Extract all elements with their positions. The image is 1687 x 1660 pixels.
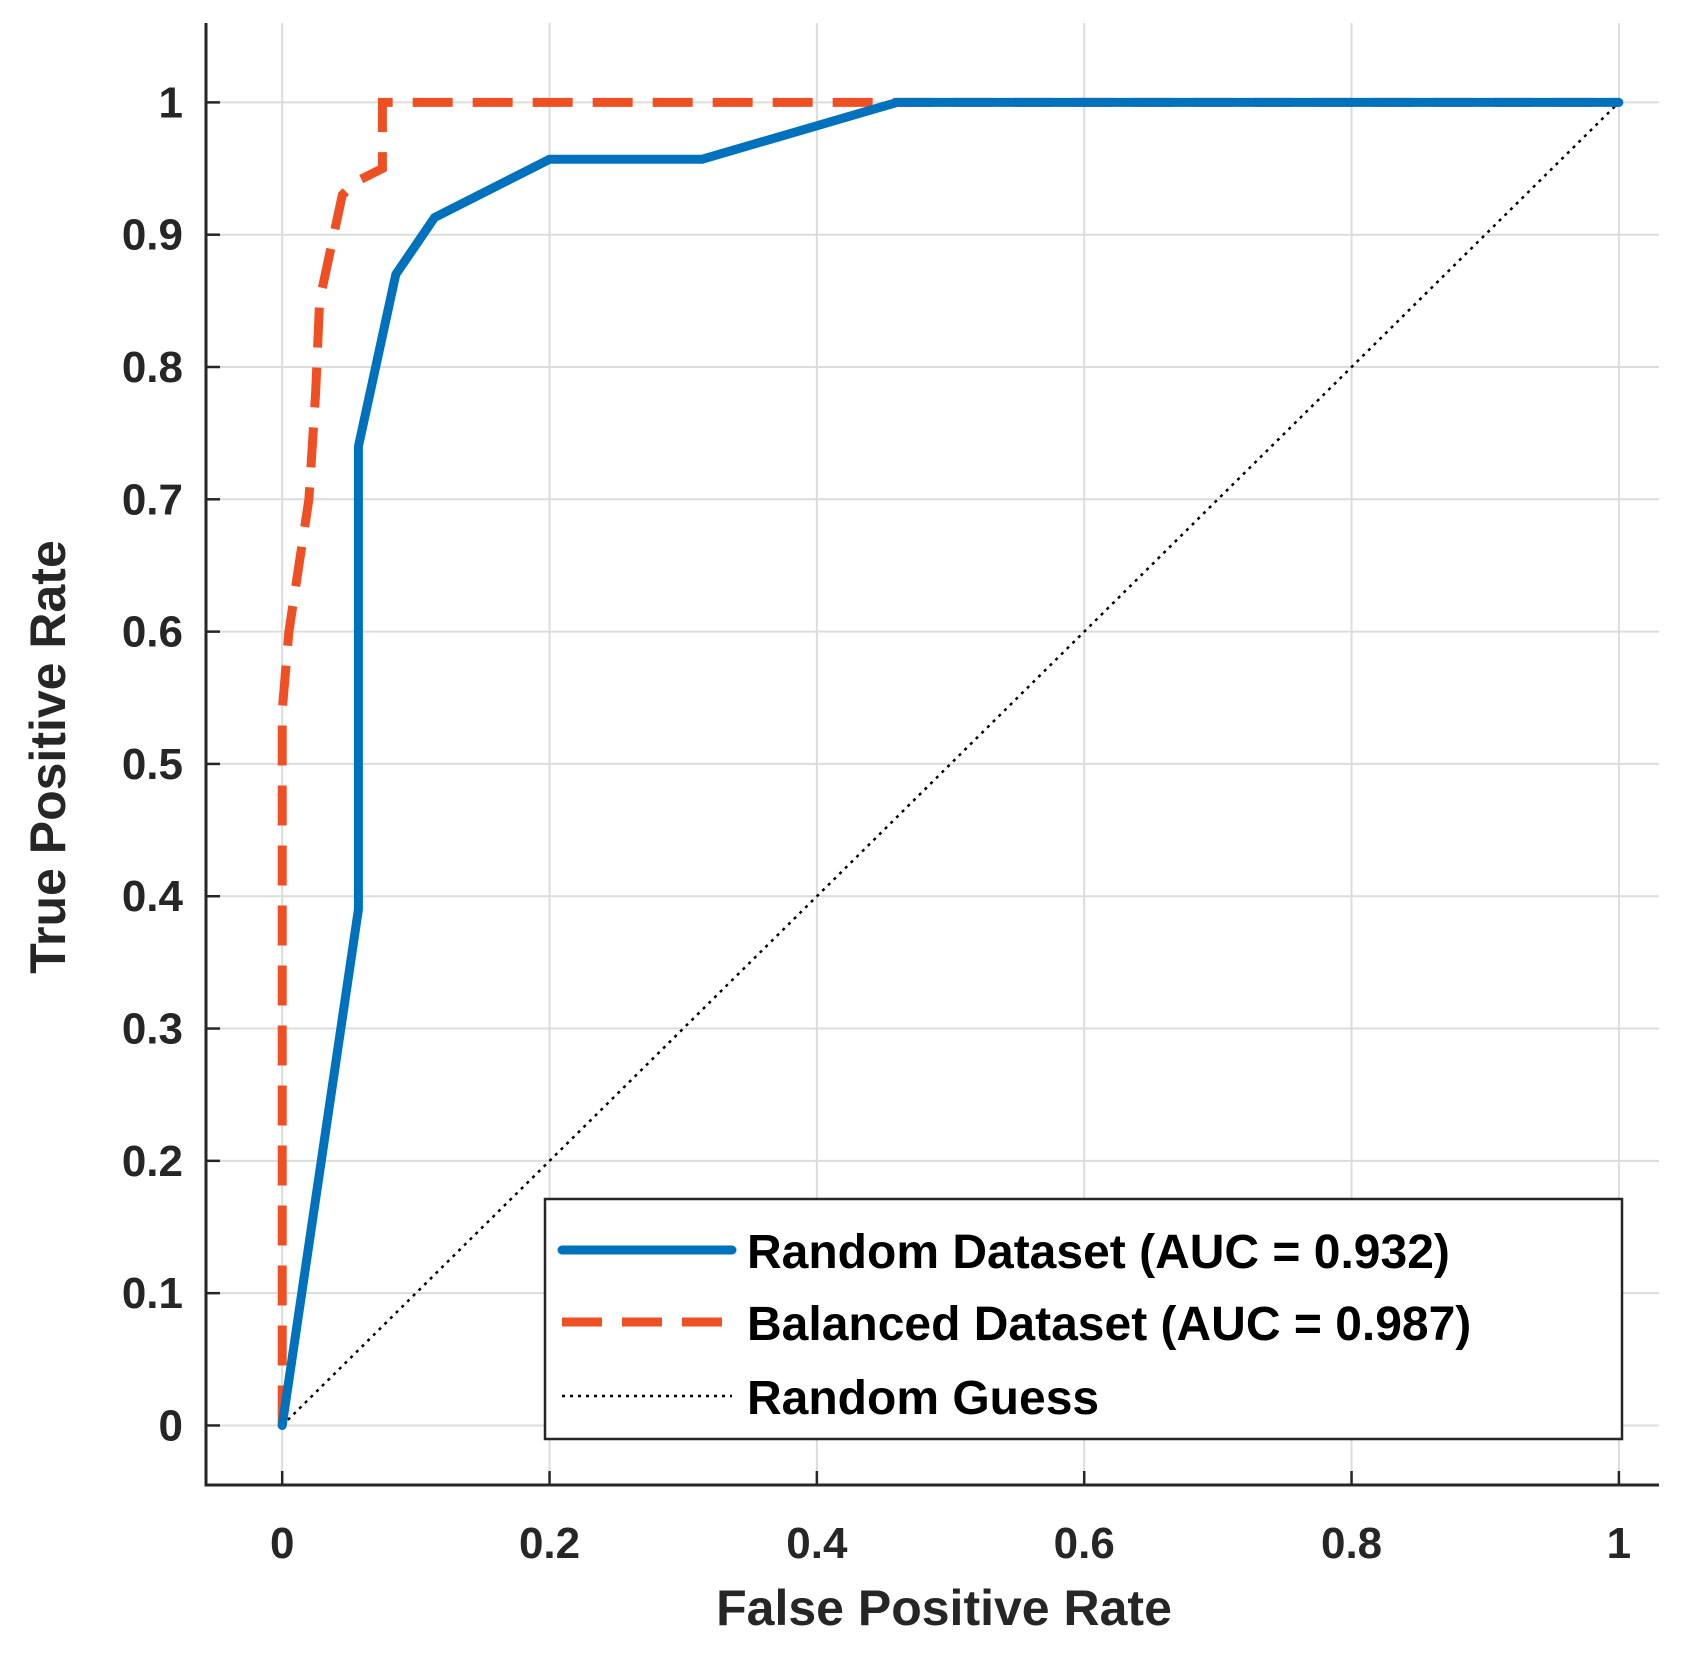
grid <box>206 23 1659 1485</box>
legend: Random Dataset (AUC = 0.932) Balanced Da… <box>543 1197 1624 1441</box>
x-tick-label: 1 <box>1607 1519 1631 1568</box>
y-tick-label: 0.9 <box>122 211 183 260</box>
legend-label-random-dataset: Random Dataset (AUC = 0.932) <box>747 1226 1450 1279</box>
x-tick-label: 0.2 <box>519 1519 580 1568</box>
y-tick-label: 0 <box>159 1401 183 1450</box>
x-ticks: 0 0.2 0.4 0.6 0.8 1 <box>270 1471 1631 1568</box>
x-tick-label: 0.4 <box>786 1519 848 1568</box>
axes <box>204 23 1659 1487</box>
y-tick-label: 0.4 <box>122 872 184 921</box>
legend-box <box>543 1197 1624 1441</box>
y-tick-label: 0.3 <box>122 1005 183 1054</box>
y-ticks: 0 0.1 0.2 0.3 0.4 0.5 0.6 0.7 0.8 0.9 1 <box>122 78 220 1450</box>
x-axis-label: False Positive Rate <box>716 1580 1172 1636</box>
x-tick-label: 0 <box>270 1519 294 1568</box>
legend-label-balanced-dataset: Balanced Dataset (AUC = 0.987) <box>747 1298 1471 1351</box>
x-tick-label: 0.8 <box>1321 1519 1382 1568</box>
series-layer <box>277 97 1624 1430</box>
y-axis-label: True Positive Rate <box>20 540 76 974</box>
y-tick-label: 0.6 <box>122 608 183 657</box>
y-tick-label: 0.1 <box>122 1269 183 1318</box>
series-line-random-guess <box>281 101 1620 1427</box>
y-tick-label: 0.5 <box>122 740 183 789</box>
series-line-random-dataset <box>277 97 1624 1430</box>
y-tick-label: 1 <box>159 78 183 127</box>
x-tick-label: 0.6 <box>1054 1519 1115 1568</box>
y-tick-label: 0.7 <box>122 475 183 524</box>
legend-label-random-guess: Random Guess <box>747 1372 1099 1425</box>
y-tick-label: 0.2 <box>122 1137 183 1186</box>
y-tick-label: 0.8 <box>122 343 183 392</box>
